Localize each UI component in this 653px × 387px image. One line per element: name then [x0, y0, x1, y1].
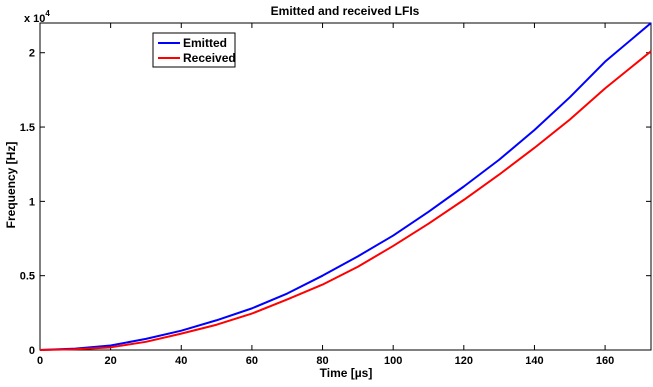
axis-ticks: 0 20 40 60 80 100 120 140 160 0 0.5 1 1.5 2 [20, 23, 651, 367]
y-tick-label: 0 [29, 345, 35, 357]
x-tick-label: 140 [525, 355, 543, 367]
y-exponent-base: x 10 [24, 13, 45, 25]
x-tick-label: 60 [246, 355, 258, 367]
plot-area [39, 22, 652, 351]
legend-label-emitted: Emitted [183, 36, 227, 50]
x-axis-label: Time [µs] [320, 366, 373, 380]
y-tick-label: 1.5 [20, 122, 35, 134]
y-exponent-label: x 104 [24, 9, 50, 25]
y-tick-label: 1 [29, 196, 35, 208]
y-tick-label: 2 [29, 48, 35, 60]
x-tick-label: 160 [596, 355, 614, 367]
y-axis-label: Frequency [Hz] [4, 142, 18, 229]
legend-box [152, 32, 236, 68]
x-tick-label: 0 [37, 355, 43, 367]
legend-label-received: Received [183, 51, 236, 65]
y-exponent-power: 4 [45, 9, 50, 18]
x-tick-label: 20 [105, 355, 117, 367]
plot-frame [39, 22, 652, 351]
series-line-emitted [39, 22, 652, 351]
x-tick-label: 80 [316, 355, 328, 367]
chart-title: Emitted and received LFIs [271, 4, 420, 18]
series-lines [39, 22, 652, 351]
x-tick-label: 120 [455, 355, 473, 367]
x-tick-label: 100 [384, 355, 402, 367]
series-line-received [39, 50, 652, 351]
y-tick-label: 0.5 [20, 271, 35, 283]
x-tick-label: 40 [175, 355, 187, 367]
